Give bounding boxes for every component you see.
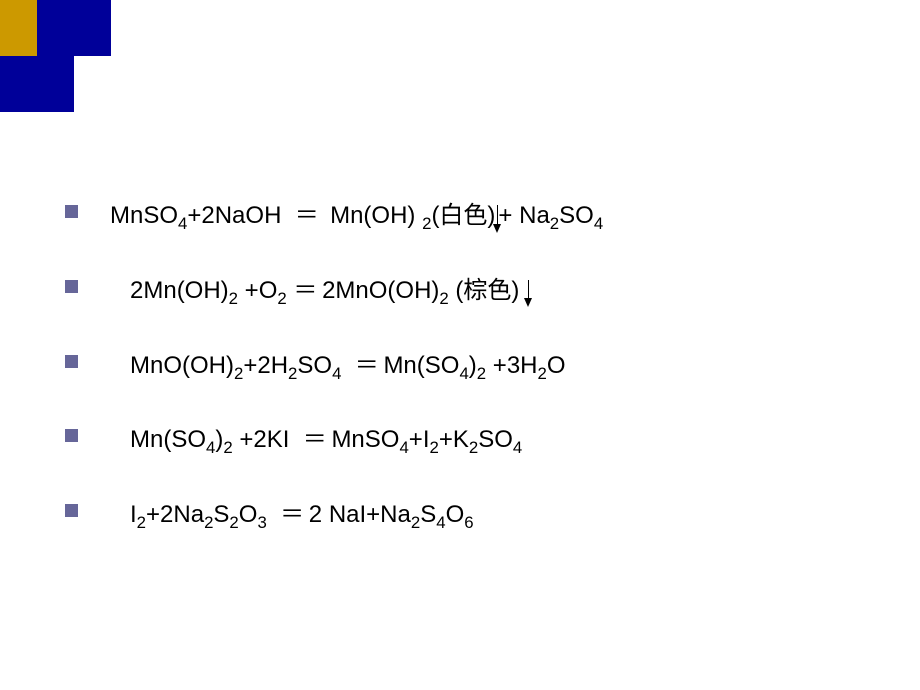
eq4-rhs3: +K xyxy=(439,426,469,453)
eq2-lhs1: 2Mn(OH) xyxy=(130,277,229,304)
eq2-rhs1sub: 2 xyxy=(439,289,448,308)
eq3-lhs2: +2H xyxy=(243,352,288,379)
eq3-rhs2sub: 2 xyxy=(477,363,486,382)
yellow-rect-1 xyxy=(0,0,37,56)
eq4-rhs4sub: 4 xyxy=(513,438,522,457)
equation-1: MnSO4+2NaOH ＝ Mn(OH) 2(白色)+ Na2SO4 xyxy=(65,195,855,234)
equation-3: MnO(OH)2+2H2SO4 ＝ Mn(SO4)2 +3H2O xyxy=(65,345,855,384)
eq5-lhs3sub: 2 xyxy=(229,513,238,532)
eq3-rhs1: Mn(SO xyxy=(383,352,459,379)
eq4-lhs3: +2KI xyxy=(233,426,290,453)
down-arrow-icon xyxy=(497,203,498,231)
eq5-rhs2sub: 4 xyxy=(436,513,445,532)
eq4-lhs2sub: 2 xyxy=(223,438,232,457)
eq3-rhs3sub: 2 xyxy=(538,363,547,382)
eq5-lhs1sub: 2 xyxy=(137,513,146,532)
equation-4-text: Mn(SO4)2 +2KI ＝ MnSO4+I2+K2SO4 xyxy=(130,419,522,458)
eq3-lhs1: MnO(OH) xyxy=(130,352,234,379)
eq2-rhs1: 2MnO(OH) xyxy=(322,277,439,304)
eq4-rhs3sub: 2 xyxy=(469,438,478,457)
eq5-lhs4sub: 3 xyxy=(257,513,266,532)
eq2-lhs2sub: 2 xyxy=(277,289,286,308)
eq1-rhs2p: SO xyxy=(559,202,594,229)
eq4-rhs2sub: 2 xyxy=(429,438,438,457)
eq3-lhs1sub: 2 xyxy=(234,363,243,382)
equation-2: 2Mn(OH)2 +O2 ＝ 2MnO(OH)2 (棕色) xyxy=(65,270,855,309)
eq3-lhs3sub: 4 xyxy=(332,363,341,382)
blue-rect-bottom xyxy=(0,56,74,112)
eq4-lhs1sub: 4 xyxy=(206,438,215,457)
eq2-note: (棕色) xyxy=(449,277,520,304)
bullet-icon xyxy=(65,429,78,442)
eq4-equals: ＝ xyxy=(303,426,325,453)
bullet-icon xyxy=(65,504,78,517)
eq5-lhs4: O xyxy=(239,501,258,528)
eq4-lhs1: Mn(SO xyxy=(130,426,206,453)
eq5-lhs2: +2Na xyxy=(146,501,204,528)
eq5-equals: ＝ xyxy=(280,501,302,528)
down-arrow-icon xyxy=(528,277,529,305)
eq1-rhs1: Mn(OH) xyxy=(330,202,415,229)
eq1-sub1: 4 xyxy=(178,214,187,233)
eq3-rhs2: ) xyxy=(469,352,477,379)
eq1-note: (白色) xyxy=(431,202,495,229)
eq5-lhs3: S xyxy=(213,501,229,528)
eq5-rhs1: 2 NaI+Na xyxy=(309,501,411,528)
bullet-icon xyxy=(65,355,78,368)
eq3-lhs3: SO xyxy=(297,352,332,379)
eq2-equals: ＝ xyxy=(293,277,315,304)
equation-2-text: 2Mn(OH)2 +O2 ＝ 2MnO(OH)2 (棕色) xyxy=(130,270,529,309)
eq5-lhs2sub: 2 xyxy=(204,513,213,532)
eq5-lhs1: I xyxy=(130,501,137,528)
equation-1-text: MnSO4+2NaOH ＝ Mn(OH) 2(白色)+ Na2SO4 xyxy=(110,195,603,234)
bullet-icon xyxy=(65,205,78,218)
bullet-icon xyxy=(65,280,78,293)
eq4-rhs1: MnSO xyxy=(331,426,399,453)
eq5-rhs2: S xyxy=(420,501,436,528)
eq3-rhs1sub: 4 xyxy=(459,363,468,382)
eq1-equals: ＝ xyxy=(295,202,317,229)
equation-4: Mn(SO4)2 +2KI ＝ MnSO4+I2+K2SO4 xyxy=(65,419,855,458)
eq3-lhs2sub: 2 xyxy=(288,363,297,382)
blue-rect-top xyxy=(37,0,111,56)
equation-5-text: I2+2Na2S2O3 ＝ 2 NaI+Na2S4O6 xyxy=(130,494,474,533)
equation-3-text: MnO(OH)2+2H2SO4 ＝ Mn(SO4)2 +3H2O xyxy=(130,345,566,384)
eq3-equals: ＝ xyxy=(355,352,377,379)
eq1-rhs2: + Na xyxy=(498,202,549,229)
eq4-rhs1sub: 4 xyxy=(399,438,408,457)
eq1-rhs2sub2: 4 xyxy=(594,214,603,233)
equation-5: I2+2Na2S2O3 ＝ 2 NaI+Na2S4O6 xyxy=(65,494,855,533)
equations-content: MnSO4+2NaOH ＝ Mn(OH) 2(白色)+ Na2SO4 2Mn(O… xyxy=(65,195,855,569)
eq5-rhs3sub: 6 xyxy=(464,513,473,532)
eq4-rhs2: +I xyxy=(409,426,430,453)
eq1-rhs2sub1: 2 xyxy=(550,214,559,233)
eq2-lhs1sub: 2 xyxy=(229,289,238,308)
eq2-lhs2: +O xyxy=(238,277,277,304)
eq5-rhs3: O xyxy=(446,501,465,528)
eq1-lhs1: MnSO xyxy=(110,202,178,229)
eq4-rhs4: SO xyxy=(478,426,513,453)
eq3-rhs3: +3H xyxy=(486,352,537,379)
eq3-rhs4: O xyxy=(547,352,566,379)
eq5-rhs1sub: 2 xyxy=(411,513,420,532)
eq1-lhs2: +2NaOH xyxy=(187,202,281,229)
